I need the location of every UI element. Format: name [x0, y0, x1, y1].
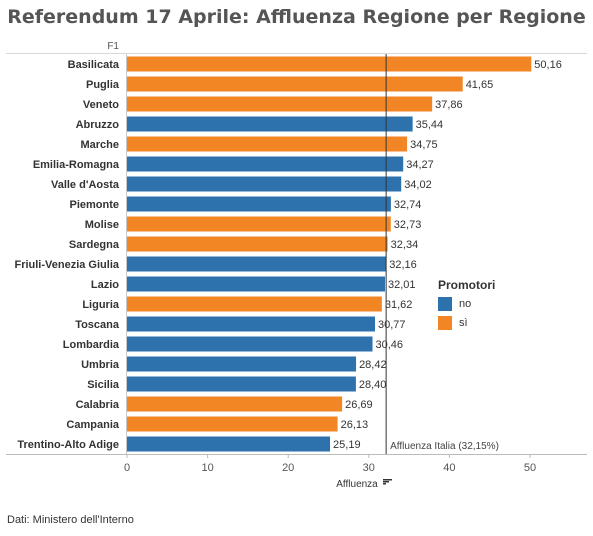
- category-label: Friuli-Venezia Giulia: [14, 259, 119, 271]
- data-label: 32,01: [388, 279, 416, 291]
- data-label: 32,16: [389, 259, 417, 271]
- data-label: 28,42: [359, 359, 387, 371]
- category-label: Campania: [66, 419, 119, 431]
- bar: [127, 356, 357, 372]
- data-label: 32,74: [394, 199, 422, 211]
- data-label: 32,34: [391, 239, 419, 251]
- data-label: 37,86: [435, 99, 463, 111]
- reference-line-label: Affluenza Italia (32,15%): [390, 441, 499, 452]
- bar: [127, 96, 433, 112]
- data-label: 28,40: [359, 379, 387, 391]
- data-label: 34,75: [410, 139, 438, 151]
- category-label: Veneto: [83, 99, 119, 111]
- legend-swatch-si: [438, 316, 452, 330]
- legend-label-si: sì: [459, 317, 468, 329]
- bar: [127, 316, 376, 332]
- data-label: 31,62: [385, 299, 413, 311]
- bar: [127, 296, 382, 312]
- data-label: 26,69: [345, 399, 373, 411]
- category-label: Molise: [85, 219, 119, 231]
- bar: [127, 156, 404, 172]
- bar: [127, 336, 373, 352]
- category-label: Puglia: [86, 79, 120, 91]
- category-label: Trentino-Alto Adige: [17, 439, 119, 451]
- x-tick-label: 30: [363, 462, 375, 474]
- category-label: Sardegna: [69, 239, 120, 251]
- data-label: 30,77: [378, 319, 406, 331]
- category-label: Basilicata: [68, 59, 120, 71]
- data-label: 26,13: [341, 419, 369, 431]
- legend: Promotori no sì: [438, 278, 495, 335]
- category-label: Lombardia: [63, 339, 120, 351]
- bar: [127, 396, 343, 412]
- x-tick-label: 40: [443, 462, 455, 474]
- bar: [127, 196, 391, 212]
- data-label: 34,02: [404, 179, 432, 191]
- category-label: Marche: [80, 139, 119, 151]
- category-label: Piemonte: [69, 199, 119, 211]
- source-note: Dati: Ministero dell'Interno: [7, 514, 134, 526]
- legend-title: Promotori: [438, 278, 496, 292]
- legend-item-si[interactable]: sì: [438, 316, 495, 330]
- legend-item-no[interactable]: no: [438, 297, 495, 311]
- bar: [127, 216, 391, 232]
- chart-title: Referendum 17 Aprile: Affluenza Regione …: [7, 6, 586, 28]
- data-label: 32,73: [394, 219, 422, 231]
- bar: [127, 436, 331, 452]
- bar: [127, 416, 338, 432]
- data-label: 25,19: [333, 439, 361, 451]
- bar: [127, 236, 388, 252]
- x-tick-label: 0: [124, 462, 130, 474]
- x-tick-label: 50: [524, 462, 536, 474]
- legend-label-no: no: [459, 298, 472, 310]
- category-label: Toscana: [75, 319, 120, 331]
- data-label: 41,65: [466, 79, 494, 91]
- bar: [127, 76, 463, 92]
- bar: [127, 376, 356, 392]
- x-tick-label: 10: [201, 462, 213, 474]
- category-label: Lazio: [91, 279, 119, 291]
- bar: [127, 136, 408, 152]
- data-label: 50,16: [534, 59, 562, 71]
- category-label: Liguria: [82, 299, 120, 311]
- category-label: Umbria: [81, 359, 120, 371]
- row-header: F1: [107, 41, 119, 52]
- bar: [127, 256, 387, 272]
- category-label: Sicilia: [87, 379, 120, 391]
- data-label: 30,46: [376, 339, 404, 351]
- bar: [127, 276, 386, 292]
- x-tick-label: 20: [282, 462, 294, 474]
- x-axis-label: Affluenza: [336, 479, 378, 490]
- bar: [127, 116, 413, 132]
- bar: [127, 56, 532, 72]
- legend-swatch-no: [438, 297, 452, 311]
- category-label: Calabria: [76, 399, 120, 411]
- category-label: Emilia-Romagna: [33, 159, 120, 171]
- category-label: Abruzzo: [76, 119, 120, 131]
- data-label: 34,27: [406, 159, 434, 171]
- data-label: 35,44: [416, 119, 444, 131]
- sort-icon[interactable]: [383, 479, 392, 485]
- category-label: Valle d'Aosta: [51, 179, 120, 191]
- bar: [127, 176, 402, 192]
